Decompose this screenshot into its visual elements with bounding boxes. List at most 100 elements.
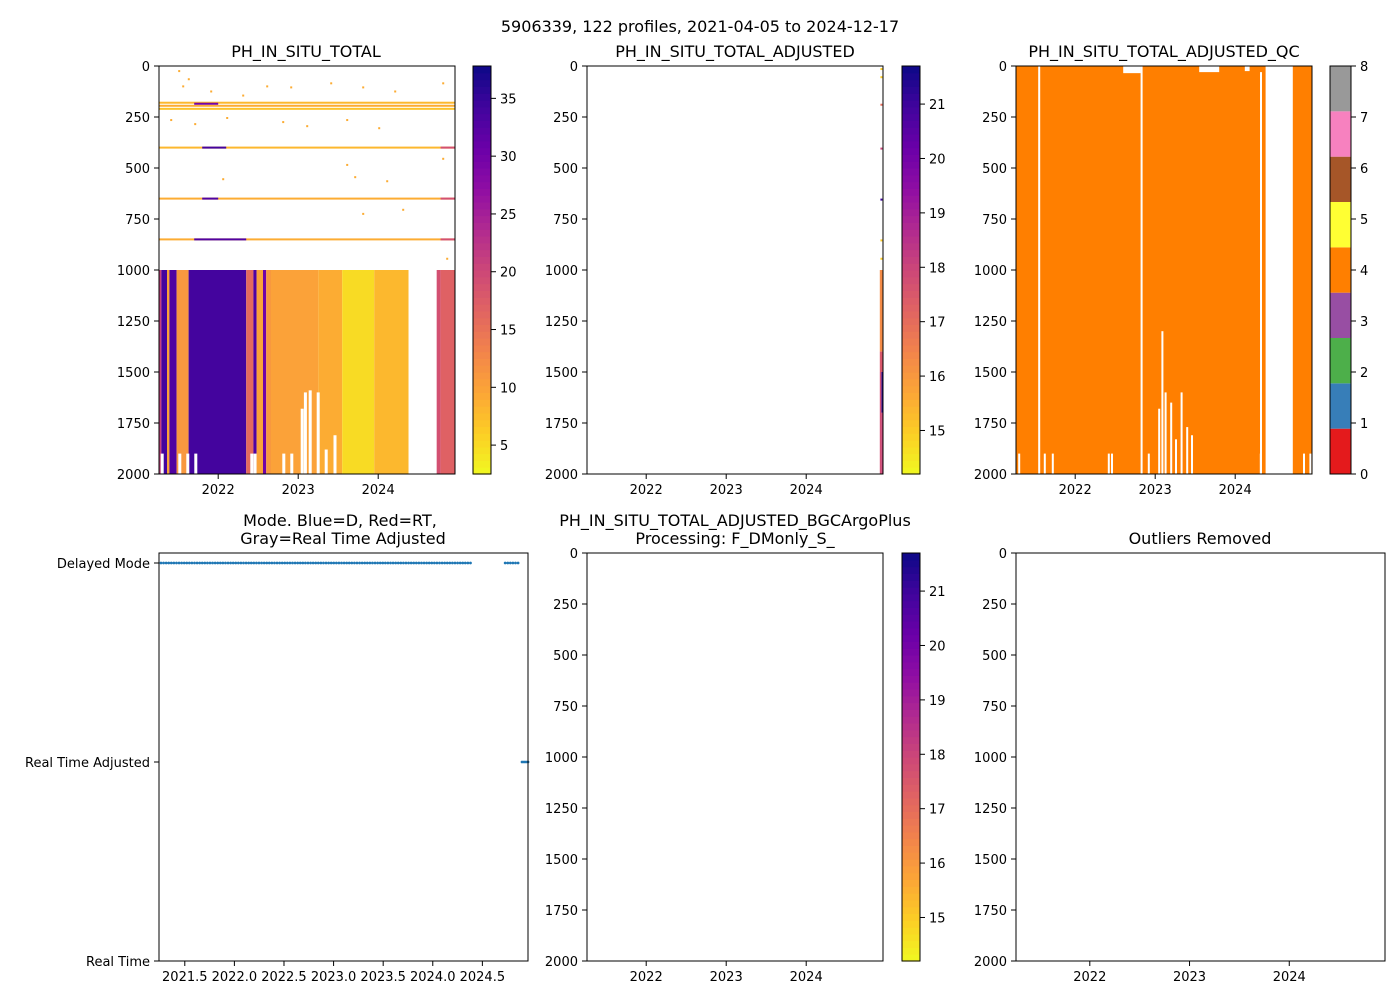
- colorbar-tick-label: 35: [500, 92, 517, 107]
- x-tick-label: 2024: [790, 483, 823, 498]
- colorbar: 0 1 2 3 4 5 6 7 8: [1329, 60, 1368, 483]
- mode-marker: [296, 561, 300, 565]
- surface-notch: [1123, 66, 1141, 74]
- colorbar-tick-label: 15: [500, 324, 517, 339]
- colorbar-segment: [473, 66, 491, 74]
- missing-profile-gap: [1147, 453, 1150, 474]
- panel-title-line-2: Gray=Real Time Adjusted: [240, 529, 446, 548]
- colorbar-segment: [902, 940, 920, 948]
- colorbar: 15 16 17 18 19 20 21: [901, 552, 946, 962]
- scatter-point: [442, 157, 445, 160]
- x-tick-label: 2022: [630, 483, 663, 498]
- colorbar: 15 16 17 18 19 20 21: [901, 65, 946, 475]
- y-tick-label: 250: [125, 111, 150, 126]
- mode-marker: [365, 561, 369, 565]
- colorbar-segment: [473, 331, 491, 339]
- plot-frame: [1015, 552, 1386, 962]
- mode-marker: [391, 561, 395, 565]
- mode-marker: [381, 561, 385, 565]
- mode-marker: [311, 561, 315, 565]
- mode-marker: [252, 561, 256, 565]
- colorbar-segment: [902, 372, 920, 380]
- y-tick-label: 500: [982, 162, 1007, 177]
- colorbar-tick-label: 17: [929, 803, 946, 818]
- mode-marker: [231, 561, 235, 565]
- mode-marker: [506, 561, 510, 565]
- colorbar-tick-label: 20: [929, 152, 946, 167]
- mode-marker: [182, 561, 186, 565]
- missing-profile-gap: [1303, 453, 1305, 474]
- colorbar-segment: [902, 566, 920, 574]
- mode-marker: [508, 561, 512, 565]
- mode-marker: [322, 561, 325, 565]
- qc-colorbar-segment: [1330, 202, 1351, 248]
- colorbar-segment: [473, 358, 491, 366]
- colorbar-segment: [902, 147, 920, 155]
- mode-marker: [435, 561, 439, 565]
- y-tick-label: 750: [553, 700, 578, 715]
- profile-column: [881, 412, 883, 474]
- scatter-point: [282, 121, 285, 124]
- colorbar-segment: [473, 154, 491, 162]
- colorbar-segment: [902, 66, 920, 74]
- deep-profile-block: [318, 270, 343, 474]
- y-tick-label: 0: [570, 547, 578, 562]
- colorbar-segment: [473, 161, 491, 169]
- y-tick-label: 1000: [545, 264, 578, 279]
- colorbar-segment: [902, 440, 920, 448]
- colorbar-segment: [473, 236, 491, 244]
- colorbar-tick-label: 19: [929, 694, 946, 709]
- plot-area: [158, 552, 530, 962]
- colorbar-segment: [473, 276, 491, 285]
- mode-marker: [216, 561, 220, 565]
- y-tick-label: 1500: [974, 853, 1007, 868]
- plot-frame: [586, 552, 884, 962]
- mode-marker: [448, 561, 452, 565]
- colorbar-tick-label: 1: [1360, 417, 1368, 432]
- missing-profile-gap: [290, 453, 294, 474]
- missing-profile-gap: [1111, 453, 1113, 474]
- missing-profile-gap: [1038, 66, 1041, 474]
- missing-profile-gap: [1051, 453, 1054, 474]
- panel-title: Outliers Removed: [1129, 529, 1272, 548]
- mode-marker: [425, 561, 429, 565]
- y-tick-label: 750: [982, 700, 1007, 715]
- y-tick-label: 1000: [974, 751, 1007, 766]
- mode-marker: [524, 760, 528, 764]
- colorbar-tick-label: 17: [929, 316, 946, 331]
- panel-title-line-1: Mode. Blue=D, Red=RT,: [243, 511, 437, 530]
- mode-marker: [407, 561, 410, 565]
- y-axis: Real Time Real Time Adjusted Delayed Mode: [25, 557, 159, 970]
- colorbar-segment: [473, 106, 491, 115]
- x-tick-label: 2023: [1139, 483, 1172, 498]
- colorbar-segment: [902, 446, 920, 455]
- mode-marker: [371, 561, 374, 565]
- colorbar-tick-label: 7: [1360, 111, 1368, 126]
- y-tick-label: 250: [553, 598, 578, 613]
- panel-ph-in-situ-total: PH_IN_SITU_TOTAL 2022 2023 2024 0 250 500 750…: [117, 42, 517, 498]
- y-tick-label: 750: [553, 213, 578, 228]
- colorbar-segment: [902, 831, 920, 840]
- y-axis: 0 250 500 750 1000 1250 1500 1750 2000: [545, 60, 587, 483]
- colorbar-segment: [902, 406, 920, 414]
- y-tick-label: 1250: [117, 315, 150, 330]
- colorbar-segment: [902, 154, 920, 162]
- mode-marker: [278, 561, 282, 565]
- missing-data-gap: [1265, 66, 1293, 474]
- mode-marker: [342, 561, 346, 565]
- mode-marker: [208, 561, 212, 565]
- colorbar-segment: [902, 553, 920, 561]
- colorbar-segment: [902, 93, 920, 101]
- missing-profile-gap: [1309, 453, 1312, 474]
- mode-marker: [337, 561, 341, 565]
- colorbar-segment: [473, 446, 491, 455]
- mode-marker: [187, 561, 191, 565]
- missing-profile-gap: [1018, 453, 1021, 474]
- mode-marker: [249, 561, 253, 565]
- mode-marker: [412, 561, 416, 565]
- mode-marker: [368, 561, 372, 565]
- colorbar-segment: [902, 593, 920, 602]
- mode-marker: [275, 561, 279, 565]
- colorbar-segment: [902, 682, 920, 690]
- y-tick-label: Real Time: [86, 955, 150, 970]
